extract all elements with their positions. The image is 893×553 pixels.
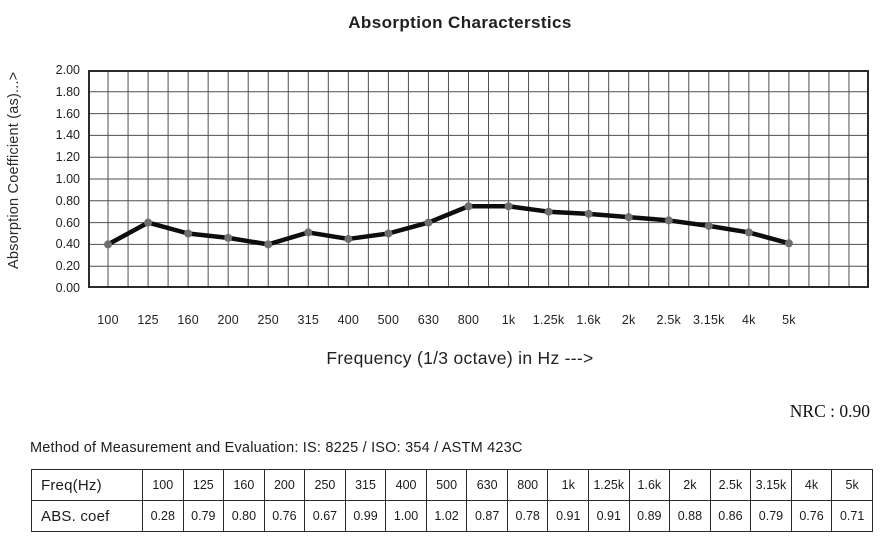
table-cell-frequency: 315 xyxy=(344,469,387,501)
table-cell-abs-coef: 0.76 xyxy=(263,500,306,532)
data-point-marker xyxy=(664,216,673,225)
y-tick-label: 0.20 xyxy=(55,259,80,274)
x-tick-label: 400 xyxy=(337,313,360,327)
x-tick-label: 1k xyxy=(501,313,516,327)
table-cell-abs-coef: 0.91 xyxy=(588,500,630,532)
table-cell-frequency: 200 xyxy=(263,469,306,501)
x-tick-label: 2.5k xyxy=(656,313,681,327)
table-cell-abs-coef: 0.28 xyxy=(142,500,184,532)
abs-row-header: ABS. coef xyxy=(31,500,143,532)
data-point-marker xyxy=(144,218,153,227)
data-point-marker xyxy=(464,202,473,211)
page-title: Absorption Characterstics xyxy=(348,13,572,32)
table-cell-abs-coef: 0.80 xyxy=(223,500,265,532)
table-cell-frequency: 3.15k xyxy=(750,469,792,501)
x-tick-label: 5k xyxy=(782,313,796,327)
data-point-marker xyxy=(624,213,633,222)
x-tick-label: 630 xyxy=(417,313,440,327)
table-cell-frequency: 160 xyxy=(223,469,265,501)
table-cell-abs-coef: 1.02 xyxy=(425,500,468,532)
data-point-marker xyxy=(784,239,793,248)
freq-row-header: Freq(Hz) xyxy=(31,469,143,501)
table-cell-frequency: 400 xyxy=(385,469,427,501)
method-of-measurement: Method of Measurement and Evaluation: IS… xyxy=(30,440,523,456)
x-tick-label: 250 xyxy=(257,313,279,327)
table-cell-abs-coef: 0.89 xyxy=(628,500,671,532)
table-cell-frequency: 1.6k xyxy=(628,469,671,501)
x-tick-label: 4k xyxy=(742,313,756,327)
data-point-marker xyxy=(264,240,273,249)
table-cell-frequency: 500 xyxy=(425,469,468,501)
table-cell-frequency: 4k xyxy=(790,469,833,501)
table-cell-frequency: 2k xyxy=(669,469,711,501)
y-tick-label: 2.00 xyxy=(55,63,80,77)
x-tick-label: 100 xyxy=(97,313,119,327)
y-tick-label: 0.60 xyxy=(55,215,80,230)
table-cell-abs-coef: 0.88 xyxy=(669,500,711,532)
x-tick-label: 315 xyxy=(297,313,320,327)
table-cell-frequency: 5k xyxy=(831,469,873,501)
data-point-marker xyxy=(104,240,113,249)
table-cell-frequency: 1.25k xyxy=(588,469,630,501)
absorption-line-chart xyxy=(88,70,869,288)
x-tick-label: 2k xyxy=(621,313,636,327)
data-point-marker xyxy=(744,228,753,237)
data-point-marker xyxy=(384,229,393,238)
y-tick-label: 1.60 xyxy=(55,106,80,121)
x-tick-label: 200 xyxy=(217,313,239,327)
y-tick-label: 1.20 xyxy=(55,150,80,165)
table-cell-abs-coef: 0.71 xyxy=(831,500,873,532)
nrc-value: NRC : 0.90 xyxy=(789,401,870,421)
y-tick-label: 0.00 xyxy=(55,281,80,295)
data-point-marker xyxy=(704,221,713,230)
table-cell-abs-coef: 0.79 xyxy=(182,500,225,532)
y-axis-label: Absorption Coefficient (as)...> xyxy=(6,71,22,269)
table-row-abs-coef: ABS. coef 0.28 0.79 0.80 0.76 0.67 0.99 1.00 1.… xyxy=(31,500,873,532)
table-cell-abs-coef: 0.99 xyxy=(344,500,387,532)
x-tick-label: 1.25k xyxy=(532,313,565,327)
y-tick-label: 0.80 xyxy=(55,193,80,208)
results-table: Freq(Hz) 100 125 160 200 250 315 400 500 630 800 1… xyxy=(31,469,873,532)
table-cell-abs-coef: 1.00 xyxy=(385,500,427,532)
x-tick-label: 1.6k xyxy=(576,313,601,327)
data-point-marker xyxy=(224,233,233,242)
y-tick-label: 0.40 xyxy=(55,237,80,252)
data-point-marker xyxy=(424,218,433,227)
table-cell-abs-coef: 0.91 xyxy=(547,500,590,532)
table-cell-frequency: 125 xyxy=(182,469,225,501)
table-cell-abs-coef: 0.76 xyxy=(790,500,833,532)
x-tick-label: 800 xyxy=(457,313,480,327)
table-cell-frequency: 1k xyxy=(547,469,590,501)
y-tick-label: 1.40 xyxy=(55,128,80,143)
data-point-marker xyxy=(544,207,553,216)
table-cell-frequency: 630 xyxy=(466,469,508,501)
x-tick-label: 160 xyxy=(177,313,199,327)
data-point-marker xyxy=(184,229,193,238)
data-point-marker xyxy=(504,202,513,211)
data-point-marker xyxy=(344,234,353,243)
y-tick-label: 1.00 xyxy=(55,172,80,186)
data-point-marker xyxy=(584,209,593,218)
table-cell-abs-coef: 0.78 xyxy=(506,500,549,532)
table-cell-frequency: 800 xyxy=(506,469,549,501)
data-point-marker xyxy=(304,228,313,237)
table-row-frequency: Freq(Hz) 100 125 160 200 250 315 400 500 630 800 1… xyxy=(31,469,873,501)
table-cell-frequency: 250 xyxy=(304,469,346,501)
table-cell-frequency: 2.5k xyxy=(709,469,752,501)
table-cell-abs-coef: 0.67 xyxy=(304,500,346,532)
x-axis-label: Frequency (1/3 octave) in Hz ---> xyxy=(326,348,594,368)
absorption-line xyxy=(105,204,792,247)
table-cell-frequency: 100 xyxy=(142,469,184,501)
table-cell-abs-coef: 0.87 xyxy=(466,500,508,532)
plot-border xyxy=(88,70,869,288)
table-cell-abs-coef: 0.79 xyxy=(750,500,792,532)
x-tick-label: 125 xyxy=(137,313,159,327)
x-tick-label: 500 xyxy=(377,313,400,327)
y-tick-label: 1.80 xyxy=(55,84,80,99)
table-cell-abs-coef: 0.86 xyxy=(709,500,752,532)
x-tick-label: 3.15k xyxy=(692,313,725,327)
